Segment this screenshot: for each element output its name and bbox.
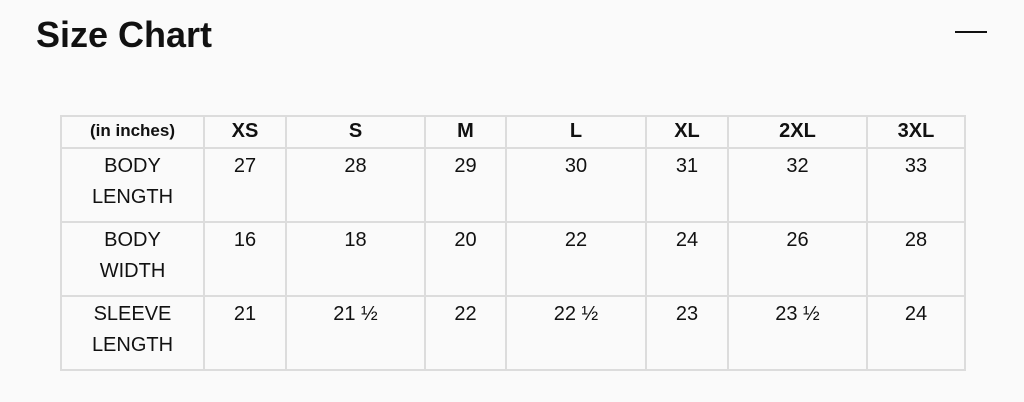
header-size: XS — [203, 115, 287, 149]
table-cell: 22 — [424, 295, 507, 371]
row-label-line: WIDTH — [99, 260, 166, 282]
table-cell: 21 — [203, 295, 287, 371]
table-cell: 23 ½ — [727, 295, 868, 371]
row-label-line: LENGTH — [91, 186, 174, 208]
table-cell: 20 — [424, 221, 507, 297]
table-cell: 28 — [285, 147, 426, 223]
row-label: SLEEVE LENGTH — [60, 295, 205, 371]
table-row: BODY LENGTH 27 28 29 30 31 32 33 — [60, 147, 966, 223]
row-label-line: SLEEVE — [93, 303, 172, 325]
row-label-line: LENGTH — [91, 334, 174, 356]
table-cell: 18 — [285, 221, 426, 297]
row-label-line: BODY — [104, 229, 161, 251]
header-row: (in inches) XS S M L XL 2XL 3XL — [60, 115, 966, 149]
header-size: M — [424, 115, 507, 149]
table-cell: 32 — [727, 147, 868, 223]
page-title: Size Chart — [36, 14, 213, 55]
table-cell: 31 — [645, 147, 729, 223]
table-cell: 29 — [424, 147, 507, 223]
header-size: XL — [645, 115, 729, 149]
row-label: BODY WIDTH — [60, 221, 205, 297]
table-cell: 26 — [727, 221, 868, 297]
header-size: 2XL — [727, 115, 868, 149]
header-size: 3XL — [866, 115, 966, 149]
table-row: SLEEVE LENGTH 21 21 ½ 22 22 ½ 23 23 ½ 24 — [60, 295, 966, 371]
minus-icon[interactable] — [955, 31, 987, 33]
row-label-line: BODY — [104, 155, 161, 177]
table-cell: 24 — [866, 295, 966, 371]
table-cell: 28 — [866, 221, 966, 297]
header-size: S — [285, 115, 426, 149]
table-cell: 27 — [203, 147, 287, 223]
header-size: L — [505, 115, 647, 149]
table-cell: 22 ½ — [505, 295, 647, 371]
table-cell: 24 — [645, 221, 729, 297]
table-cell: 22 — [505, 221, 647, 297]
header-units: (in inches) — [60, 115, 205, 149]
row-label: BODY LENGTH — [60, 147, 205, 223]
table-cell: 23 — [645, 295, 729, 371]
table-cell: 16 — [203, 221, 287, 297]
table-cell: 30 — [505, 147, 647, 223]
table-row: BODY WIDTH 16 18 20 22 24 26 28 — [60, 221, 966, 297]
table-cell: 21 ½ — [285, 295, 426, 371]
size-chart-table: (in inches) XS S M L XL 2XL 3XL BODY LENG… — [60, 115, 966, 371]
table-cell: 33 — [866, 147, 966, 223]
